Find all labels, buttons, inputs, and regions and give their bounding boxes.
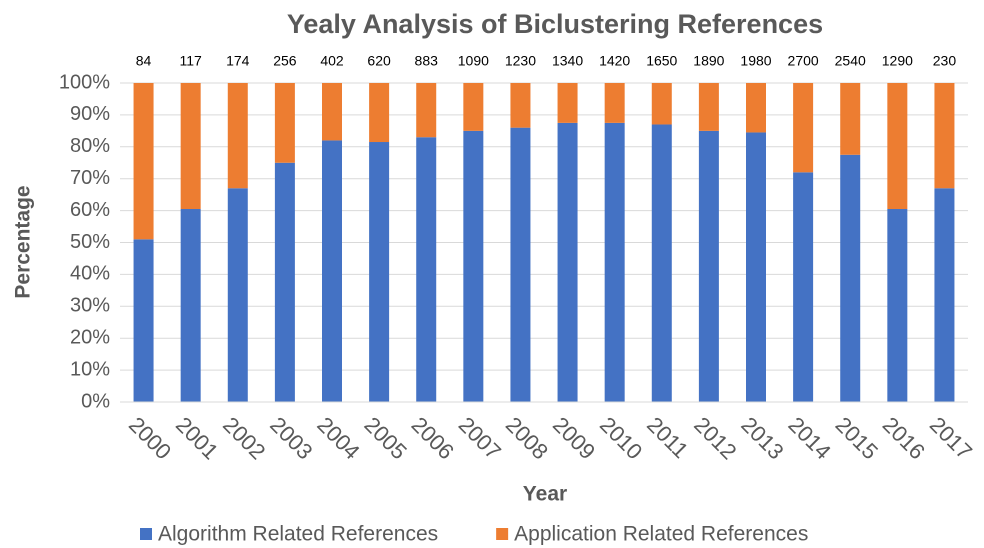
y-tick-label: 50% — [70, 231, 110, 253]
bar-segment — [227, 83, 248, 189]
x-tick-label: 2006 — [407, 412, 459, 464]
bar-segment — [746, 132, 766, 402]
bar-segment — [793, 172, 814, 402]
bar-segment — [840, 154, 861, 402]
x-tick-label: 2009 — [548, 412, 600, 464]
x-axis-label: Year — [523, 483, 567, 506]
bar-segment — [698, 83, 719, 131]
x-tick-label: 2001 — [171, 412, 223, 464]
y-tick-label: 70% — [70, 167, 110, 189]
bar-segment — [604, 83, 625, 123]
legend-swatch — [496, 528, 509, 540]
y-tick-label: 100% — [59, 71, 110, 93]
bar-segment — [604, 122, 625, 402]
bar-segment — [510, 83, 531, 128]
y-tick-label: 90% — [70, 103, 110, 125]
bar-segment — [180, 209, 201, 402]
y-axis-label: Percentage — [12, 185, 35, 298]
bar-segment — [369, 83, 390, 143]
x-tick-label: 2005 — [359, 412, 411, 464]
bar-segment — [698, 130, 719, 402]
total-label: 2700 — [788, 53, 819, 69]
total-label: 1980 — [740, 53, 771, 69]
bar-segment — [746, 83, 766, 133]
bar-segment — [840, 83, 861, 155]
x-tick-label: 2002 — [218, 412, 270, 464]
total-label: 84 — [136, 53, 152, 69]
bar-segment — [180, 83, 201, 210]
bar-segment — [322, 140, 342, 403]
x-tick-label: 2014 — [783, 412, 835, 464]
total-label: 230 — [933, 53, 957, 69]
bar-segment — [651, 124, 672, 402]
x-tick-label: 2015 — [831, 412, 883, 464]
y-tick-label: 80% — [70, 135, 110, 157]
y-tick-label: 40% — [70, 263, 110, 285]
bar-segment — [227, 188, 248, 402]
y-tick-label: 60% — [70, 199, 110, 221]
bar-segment — [322, 83, 342, 141]
bar-segment — [887, 83, 908, 210]
legend-label: Application Related References — [514, 523, 808, 546]
bar-segment — [463, 130, 484, 402]
x-tick-label: 2008 — [501, 412, 553, 464]
chart-title: Yealy Analysis of Biclustering Reference… — [287, 9, 823, 39]
total-label: 1420 — [599, 53, 630, 69]
total-label: 256 — [273, 53, 297, 69]
x-tick-label: 2004 — [312, 412, 364, 464]
bar-segment — [934, 83, 955, 189]
bar-segment — [274, 162, 295, 402]
x-tick-label: 2007 — [454, 412, 506, 464]
x-tick-label: 2012 — [689, 412, 741, 464]
x-tick-label: 2000 — [124, 412, 176, 464]
y-tick-label: 0% — [81, 390, 110, 412]
total-label: 2540 — [835, 53, 866, 69]
total-label: 883 — [415, 53, 439, 69]
total-label: 117 — [180, 53, 203, 69]
x-tick-label: 2016 — [878, 412, 930, 464]
total-label: 1090 — [458, 53, 489, 69]
x-tick-label: 2003 — [265, 412, 317, 464]
bar-segment — [887, 209, 908, 402]
total-label: 620 — [367, 53, 391, 69]
legend-swatch — [140, 528, 152, 540]
x-tick-label: 2010 — [595, 412, 647, 464]
y-tick-label: 10% — [70, 358, 110, 380]
total-label: 1230 — [505, 53, 536, 69]
y-tick-label: 20% — [70, 326, 110, 348]
total-label: 1650 — [646, 53, 677, 69]
bar-segment — [133, 239, 154, 402]
total-label: 1290 — [882, 53, 913, 69]
bar-segment — [463, 83, 484, 131]
bar-segment — [510, 127, 531, 402]
bar-segment — [934, 188, 955, 402]
bar-segment — [416, 137, 437, 403]
bar-segment — [133, 83, 154, 240]
total-label: 402 — [320, 53, 344, 69]
bar-segment — [416, 83, 437, 138]
x-tick-label: 2013 — [736, 412, 788, 464]
bar-segment — [274, 83, 295, 163]
bar-segment — [369, 142, 390, 402]
total-label: 1340 — [552, 53, 583, 69]
bar-segment — [557, 83, 578, 123]
y-tick-label: 30% — [70, 295, 110, 317]
x-tick-label: 2011 — [642, 412, 693, 463]
legend-label: Algorithm Related References — [158, 523, 438, 546]
bar-segment — [651, 83, 672, 125]
bar-segment — [557, 122, 578, 402]
total-label: 1890 — [693, 53, 724, 69]
bar-segment — [793, 83, 814, 173]
x-tick-label: 2017 — [925, 412, 977, 464]
total-label: 174 — [226, 53, 250, 69]
